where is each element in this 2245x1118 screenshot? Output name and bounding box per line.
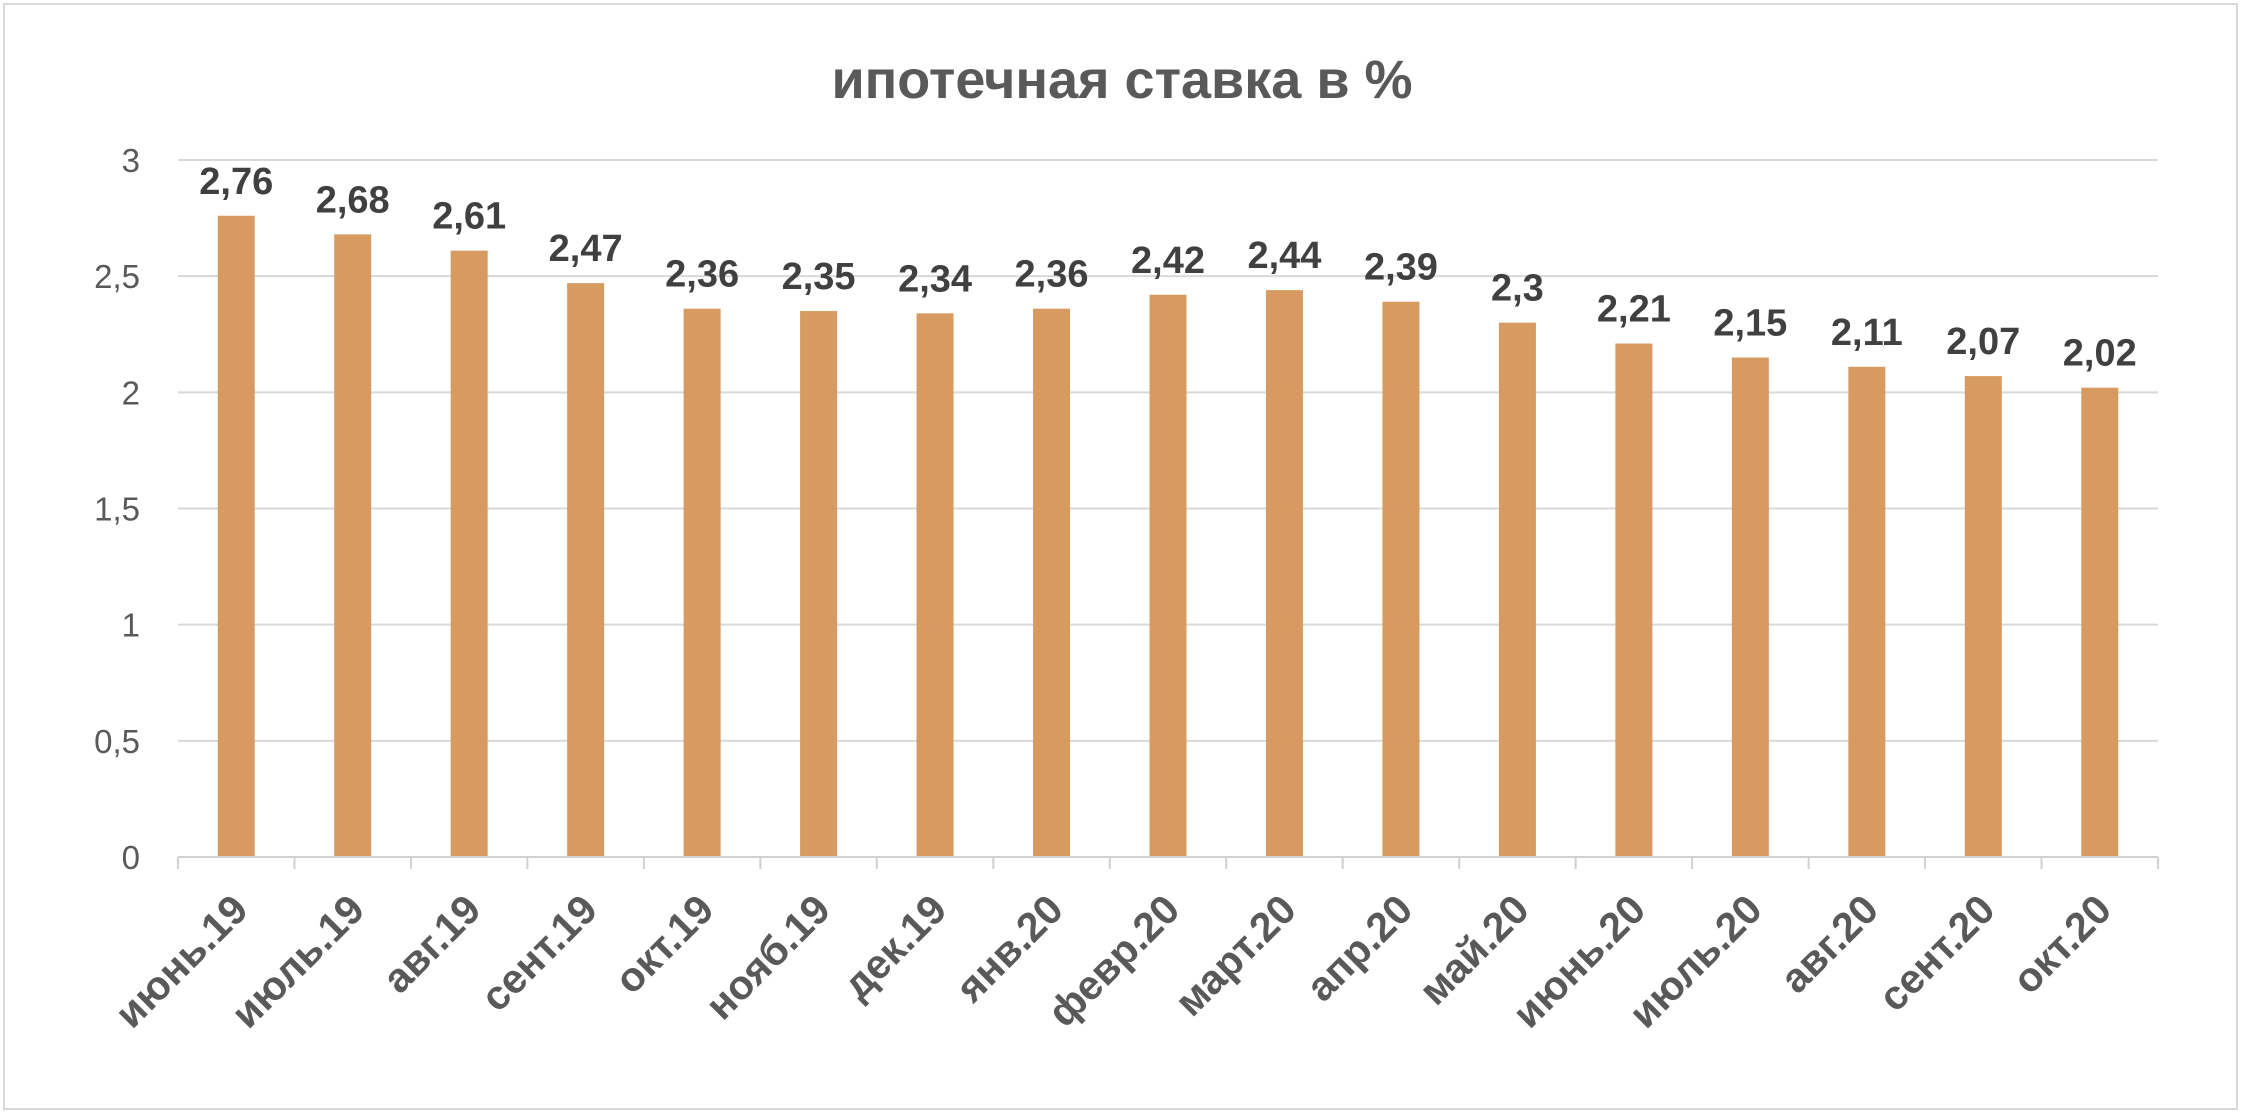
bar — [450, 250, 488, 858]
data-label: 2,21 — [1597, 289, 1671, 331]
data-label: 2,44 — [1247, 235, 1321, 277]
gridlines — [178, 159, 2158, 742]
data-label: 2,76 — [199, 161, 273, 203]
x-tick-label: нояб.19 — [696, 886, 838, 1028]
y-tick-label: 2 — [122, 374, 140, 411]
x-tick-label: окт.19 — [606, 886, 723, 1003]
data-label: 2,11 — [1831, 312, 1903, 354]
bar — [1498, 322, 1536, 858]
data-label: 2,47 — [549, 228, 623, 270]
data-label: 2,02 — [2063, 333, 2137, 375]
y-tick-label: 0,5 — [94, 723, 140, 760]
bar — [1382, 301, 1420, 857]
bar — [1964, 376, 2002, 857]
y-axis-ticks: 0 0,5 1 1,5 2 2,5 3 — [94, 142, 140, 876]
bar — [217, 215, 255, 857]
x-tick-label: сент.19 — [472, 886, 606, 1020]
bar — [1848, 366, 1886, 857]
data-label: 2,36 — [665, 254, 739, 296]
data-label: 2,35 — [782, 256, 856, 298]
x-tick-label: окт.20 — [2003, 886, 2120, 1003]
data-labels: 2,76 2,68 2,61 2,47 2,36 2,35 2,34 2,36 2,42 2,44… — [199, 161, 2136, 375]
x-axis — [177, 856, 2159, 869]
data-label: 2,61 — [432, 196, 506, 238]
bar — [1731, 357, 1769, 857]
y-tick-label: 0 — [122, 839, 140, 876]
x-tick-label: сент.20 — [1869, 886, 2003, 1020]
bar — [683, 308, 721, 857]
bars — [217, 215, 2119, 858]
bar — [1265, 290, 1303, 857]
data-label: 2,39 — [1364, 247, 1438, 289]
data-label: 2,36 — [1015, 254, 1089, 296]
chart-title: ипотечная ставка в % — [831, 50, 1412, 110]
bar — [2081, 387, 2119, 857]
bar — [334, 234, 372, 857]
x-tick-label: апр.20 — [1297, 886, 1421, 1010]
bar — [916, 313, 954, 858]
data-label: 2,34 — [898, 258, 972, 300]
bar — [1149, 294, 1187, 858]
y-tick-label: 3 — [122, 142, 140, 179]
data-label: 2,15 — [1713, 302, 1787, 344]
bar — [567, 283, 605, 857]
y-tick-label: 1 — [122, 607, 140, 644]
x-tick-label: март.20 — [1166, 886, 1305, 1025]
bar — [1033, 308, 1071, 857]
bar — [800, 311, 838, 857]
data-label: 2,3 — [1491, 268, 1544, 310]
y-tick-label: 2,5 — [94, 258, 140, 295]
bar — [1615, 343, 1653, 857]
x-tick-label: авг.19 — [374, 886, 490, 1002]
data-label: 2,07 — [1946, 321, 2020, 363]
x-tick-label: авг.20 — [1771, 886, 1887, 1002]
data-label: 2,42 — [1131, 240, 1205, 282]
data-label: 2,68 — [316, 179, 390, 221]
x-tick-label: дек.19 — [834, 886, 956, 1008]
y-tick-label: 1,5 — [94, 491, 140, 528]
